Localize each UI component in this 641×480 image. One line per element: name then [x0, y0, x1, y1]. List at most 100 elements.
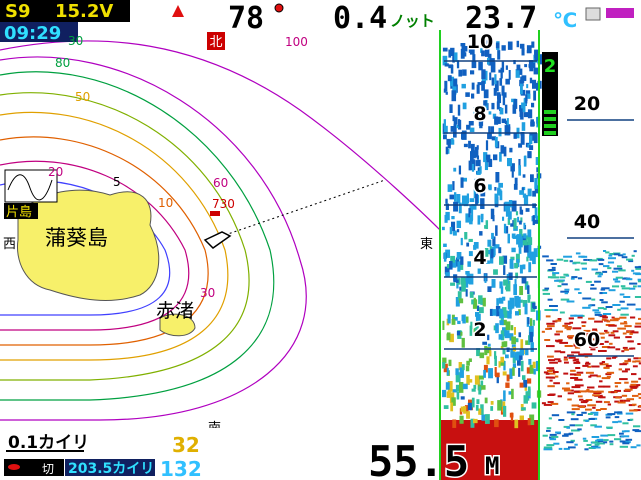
- echo: [501, 45, 506, 51]
- echo: [596, 336, 605, 339]
- echo: [500, 67, 503, 79]
- echo: [568, 432, 574, 435]
- echo: [462, 102, 467, 110]
- echo: [504, 201, 510, 212]
- echo: [592, 446, 601, 449]
- echo: [505, 208, 511, 217]
- echo: [601, 346, 610, 348]
- echo: [571, 276, 578, 279]
- echo: [605, 306, 613, 308]
- echo: [518, 159, 521, 169]
- echo: [450, 402, 454, 412]
- contour-label: 20: [48, 165, 63, 179]
- echo: [476, 177, 481, 185]
- echo: [476, 399, 480, 405]
- echo: [484, 345, 488, 356]
- echo: [502, 216, 505, 221]
- echo: [542, 255, 549, 258]
- echo: [603, 250, 607, 252]
- echo: [510, 223, 514, 227]
- echo: [475, 107, 480, 114]
- echo: [528, 262, 532, 273]
- echo: [490, 248, 494, 259]
- echo: [630, 316, 636, 319]
- echo: [528, 60, 534, 69]
- echo: [593, 413, 599, 416]
- echo: [635, 360, 641, 363]
- echo: [603, 439, 609, 442]
- echo: [620, 435, 630, 438]
- echo: [583, 258, 588, 261]
- echo: [495, 244, 500, 249]
- echo: [623, 277, 628, 280]
- echo: [506, 274, 509, 284]
- echo: [476, 325, 479, 329]
- echo: [499, 190, 503, 201]
- echo: [638, 396, 641, 399]
- echo: [619, 293, 625, 296]
- echo: [449, 194, 455, 200]
- echo: [477, 82, 483, 86]
- echo: [605, 364, 612, 367]
- echo: [527, 144, 531, 148]
- signal: S9: [5, 1, 31, 22]
- echo: [462, 69, 467, 76]
- echo: [523, 222, 526, 229]
- echo: [546, 429, 551, 432]
- echo: [476, 84, 480, 94]
- echo: [637, 280, 641, 283]
- echo: [494, 367, 497, 377]
- echo: [618, 368, 623, 371]
- heading: 78: [228, 1, 264, 36]
- echo: [587, 386, 595, 389]
- echo: [563, 273, 569, 276]
- echo: [609, 443, 614, 446]
- echo: [444, 214, 448, 223]
- echo: [628, 287, 636, 290]
- echo: [519, 382, 524, 388]
- echo: [627, 340, 633, 343]
- contour: [0, 136, 209, 346]
- echo: [560, 351, 566, 354]
- echo: [455, 384, 460, 392]
- echo: [633, 357, 639, 360]
- echo: [564, 361, 569, 364]
- echo: [627, 358, 631, 361]
- echo: [462, 47, 466, 54]
- contour: [0, 92, 250, 381]
- echo: [638, 377, 641, 380]
- echo: [453, 78, 458, 87]
- mode-bg: [4, 459, 64, 476]
- echo: [510, 163, 515, 172]
- echo: [505, 280, 511, 292]
- echo: [564, 288, 570, 291]
- echo: [546, 345, 555, 348]
- echo: [469, 292, 474, 298]
- echo: [601, 318, 607, 321]
- contour: [0, 111, 229, 361]
- echo: [465, 316, 469, 323]
- echo: [522, 193, 527, 198]
- echo: [631, 373, 637, 376]
- echo: [524, 387, 527, 391]
- echo: [519, 349, 525, 356]
- echo: [598, 314, 603, 317]
- echo: [610, 331, 615, 334]
- echo: [445, 203, 449, 211]
- echo: [487, 343, 491, 347]
- echo: [518, 244, 522, 254]
- echo: [442, 357, 447, 364]
- echo: [574, 268, 580, 271]
- echo: [514, 279, 517, 285]
- status-bg: [0, 0, 130, 22]
- echo: [508, 200, 513, 208]
- echo: [475, 404, 479, 411]
- echo: [485, 414, 490, 424]
- echo: [495, 172, 500, 183]
- echo: [532, 361, 536, 369]
- echo: [527, 188, 532, 197]
- north-box: [207, 32, 225, 50]
- echo: [612, 421, 618, 424]
- zoom-scale: 10 8 6 4 2: [444, 30, 537, 350]
- echo: [553, 442, 560, 445]
